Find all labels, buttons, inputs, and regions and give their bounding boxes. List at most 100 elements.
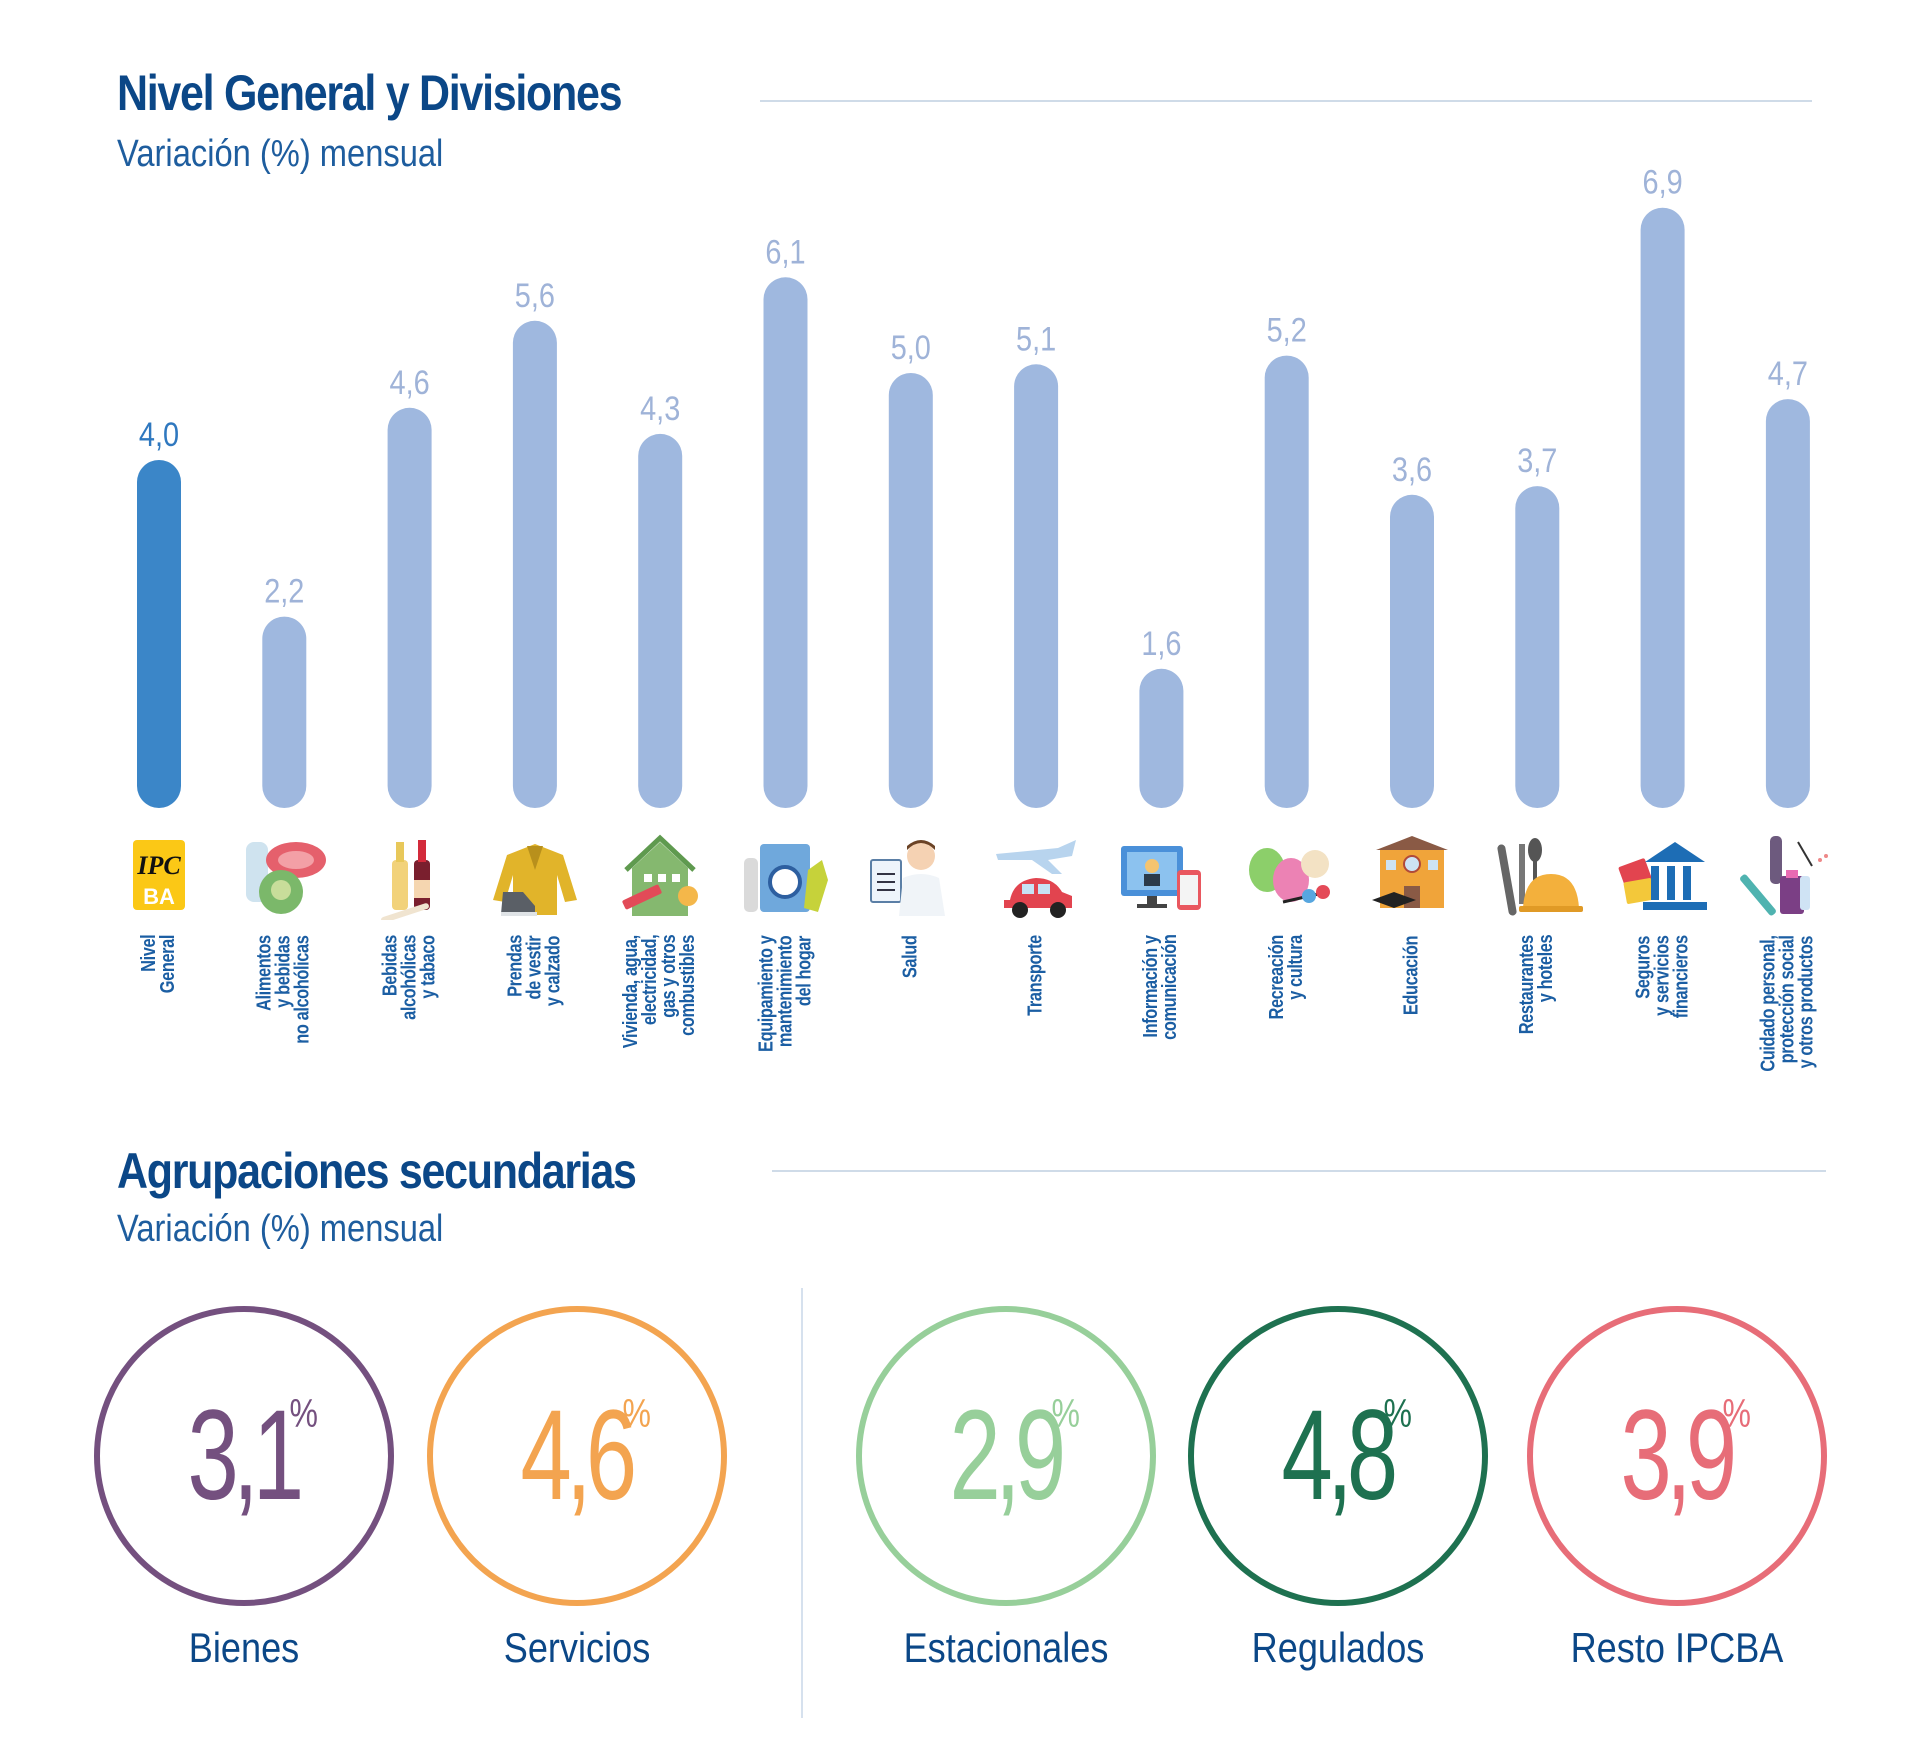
section-title-divisions: Nivel General y Divisiones (117, 65, 623, 121)
bar (512, 320, 557, 808)
category-label: Equipamiento y mantenimiento del hogar (755, 935, 816, 1105)
category-label: Alimentos y bebidas no alcohólicas (254, 935, 315, 1105)
doctor-icon (863, 830, 959, 920)
category-label: Recreación y cultura (1266, 935, 1308, 1105)
grouping-estacionales: 2,9% (856, 1306, 1156, 1606)
bar-value-label: 4,7 (1768, 354, 1808, 393)
bar-value-label: 1,6 (1141, 624, 1181, 663)
divisions-bar-chart: 4,0 2,2 4,6 5,6 4,3 6,1 5,0 5,1 1,6 5,2 3,6 3,7 6,9 4… (137, 162, 1810, 808)
bar (1640, 207, 1685, 808)
grouping-value-number: 3,9 (1620, 1384, 1738, 1527)
theater-masks-icon (1239, 830, 1335, 920)
bar-value-label: 6,9 (1643, 162, 1683, 201)
category-label-line: Bebidas (379, 935, 402, 996)
category-label-line: financieros (1670, 935, 1693, 1018)
grouping-circle (427, 1306, 727, 1606)
category-label-line: y cultura (1284, 935, 1307, 1000)
grouping-value-number: 4,6 (520, 1384, 638, 1527)
grouping-servicios: 4,6% (427, 1306, 727, 1606)
grouping-circle (1188, 1306, 1488, 1606)
category-label-line: y servicios (1651, 935, 1674, 1016)
category-label: Seguros y servicios financieros (1632, 935, 1693, 1105)
bar-value-label: 6,1 (765, 232, 805, 271)
svg-text:IPC: IPC (136, 851, 181, 880)
grouping-value: 3,1% (94, 1306, 394, 1606)
category-label: Salud (899, 935, 922, 1105)
grouping-bienes: 3,1% (94, 1306, 394, 1606)
grouping-label: Bienes (188, 1624, 300, 1671)
section-divider-line (772, 1170, 1826, 1172)
bar (1014, 364, 1059, 808)
percent-sign: % (622, 1392, 652, 1436)
category-label-line: Equipamiento y (755, 935, 777, 1052)
jacket-shoe-icon (487, 830, 583, 920)
food-icon (236, 830, 332, 920)
bar (1139, 668, 1184, 808)
grouping-value: 3,9% (1527, 1306, 1827, 1606)
percent-sign: % (289, 1392, 319, 1436)
category-label-line: comunicación (1159, 935, 1182, 1041)
percent-sign: % (1051, 1392, 1081, 1436)
bar (387, 407, 432, 808)
category-label-line: Educación (1400, 935, 1423, 1015)
category-label: Prendas de vestir y calzado (504, 935, 565, 1105)
grouping-value-number: 3,1 (187, 1384, 305, 1527)
wine-bottles-icon (362, 830, 458, 923)
bar (262, 616, 307, 808)
plane-car-icon (988, 830, 1084, 920)
bank-icon (1615, 830, 1711, 920)
category-label-line: y tabaco (417, 935, 440, 999)
personal-care-icon (1739, 830, 1836, 920)
bar-value-label: 4,3 (640, 389, 680, 428)
bar-value-label: 5,1 (1016, 319, 1056, 358)
grouping-value: 4,8% (1188, 1306, 1488, 1606)
category-label: Educación (1401, 935, 1424, 1105)
category-label-line: combustibles (677, 935, 700, 1036)
bar-value-label: 3,7 (1517, 441, 1557, 480)
category-label-line: no alcohólicas (291, 935, 314, 1044)
section-divider-line (760, 100, 1812, 102)
category-label: Nivel General (138, 935, 180, 1105)
category-label: Vivienda, agua, electricidad, gas y otros c… (620, 935, 700, 1105)
category-label: Información y comunicación (1140, 935, 1182, 1105)
bar (1264, 355, 1309, 808)
grouping-value-number: 2,9 (949, 1384, 1067, 1527)
category-label: Transporte (1025, 935, 1048, 1105)
bar-value-label: 5,2 (1267, 310, 1307, 349)
percent-sign: % (1383, 1392, 1413, 1436)
grouping-label: Estacionales (903, 1624, 1109, 1671)
bar (1765, 399, 1810, 808)
percent-sign: % (1722, 1392, 1752, 1436)
bar (137, 460, 181, 808)
grouping-regulados: 4,8% (1188, 1306, 1488, 1606)
svg-text:BA: BA (143, 884, 175, 909)
bar-value-label: 2,2 (264, 571, 304, 610)
ipc-ba-logo-icon: IPC BA (111, 830, 207, 920)
category-label-line: Recreación (1265, 935, 1288, 1020)
vertical-divider (801, 1288, 803, 1718)
bar (1515, 486, 1560, 808)
grouping-value: 4,6% (427, 1306, 727, 1606)
bar-value-label: 5,6 (515, 276, 555, 315)
school-icon (1364, 830, 1460, 920)
grouping-resto-ipcba: 3,9% (1527, 1306, 1827, 1606)
category-label: Cuidado personal, protección social y otro… (1757, 935, 1818, 1105)
category-label-line: y otros productos (1795, 935, 1818, 1068)
bar-value-label: 5,0 (891, 328, 931, 367)
bar (763, 277, 808, 808)
grouping-value: 2,9% (856, 1306, 1156, 1606)
grouping-label: Regulados (1251, 1624, 1425, 1671)
bar (888, 373, 933, 808)
restaurant-icon (1489, 830, 1585, 920)
bar-value-label: 4,6 (390, 363, 430, 402)
washing-machine-icon (738, 830, 834, 920)
category-label-line: Transporte (1024, 935, 1047, 1016)
computer-icon (1113, 830, 1209, 920)
grouping-circle (94, 1306, 394, 1606)
grouping-label: Servicios (503, 1624, 651, 1671)
section-subtitle-groupings: Variación (%) mensual (117, 1208, 444, 1250)
section-title-groupings: Agrupaciones secundarias (117, 1143, 637, 1199)
category-label-line: General (157, 935, 179, 994)
bar (638, 433, 683, 808)
category-label: Restaurantes y hoteles (1516, 935, 1558, 1105)
